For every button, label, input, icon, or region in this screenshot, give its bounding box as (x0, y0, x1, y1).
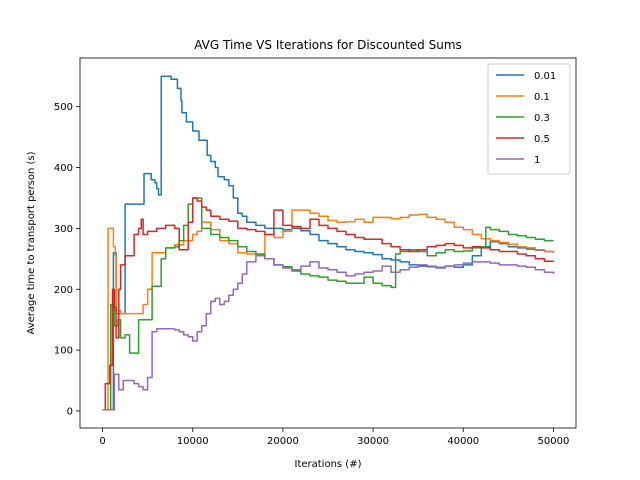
series-line-0.5 (102, 197, 555, 411)
x-tick-label: 30000 (357, 436, 389, 447)
series-line-0.3 (102, 197, 554, 411)
series-line-1 (102, 255, 555, 411)
legend-label: 0.5 (534, 134, 550, 145)
x-tick-label: 0 (99, 436, 105, 447)
legend-label: 0.01 (534, 71, 556, 82)
legend-box (487, 63, 571, 175)
legend-label: 0.1 (534, 92, 550, 103)
y-tick-label: 300 (54, 224, 73, 235)
plot-area: 0 10000 20000 30000 40000 50000 0 100 200 300 400… (54, 57, 577, 447)
series-lines (102, 75, 555, 411)
x-tick-label: 10000 (177, 436, 209, 447)
x-tick-label: 20000 (267, 436, 299, 447)
x-axis-label: Iterations (#) (295, 459, 362, 470)
y-tick-label: 400 (54, 163, 73, 174)
plot-frame (79, 57, 577, 429)
y-tick-label: 100 (54, 346, 73, 357)
legend-label: 0.3 (534, 113, 550, 124)
y-axis: 0 100 200 300 400 500 (54, 102, 80, 417)
legend: 0.01 0.1 0.3 0.5 1 (487, 63, 571, 175)
x-tick-label: 50000 (538, 436, 570, 447)
chart-title: AVG Time VS Iterations for Discounted Su… (194, 38, 462, 52)
series-line-0.01 (102, 75, 555, 411)
x-tick-label: 40000 (447, 436, 479, 447)
y-tick-label: 500 (54, 102, 73, 113)
y-tick-label: 200 (54, 285, 73, 296)
legend-label: 1 (534, 155, 540, 166)
y-axis-label: Average time to transport person (s) (26, 151, 37, 334)
y-tick-label: 0 (67, 406, 73, 417)
x-axis: 0 10000 20000 30000 40000 50000 (99, 428, 569, 447)
